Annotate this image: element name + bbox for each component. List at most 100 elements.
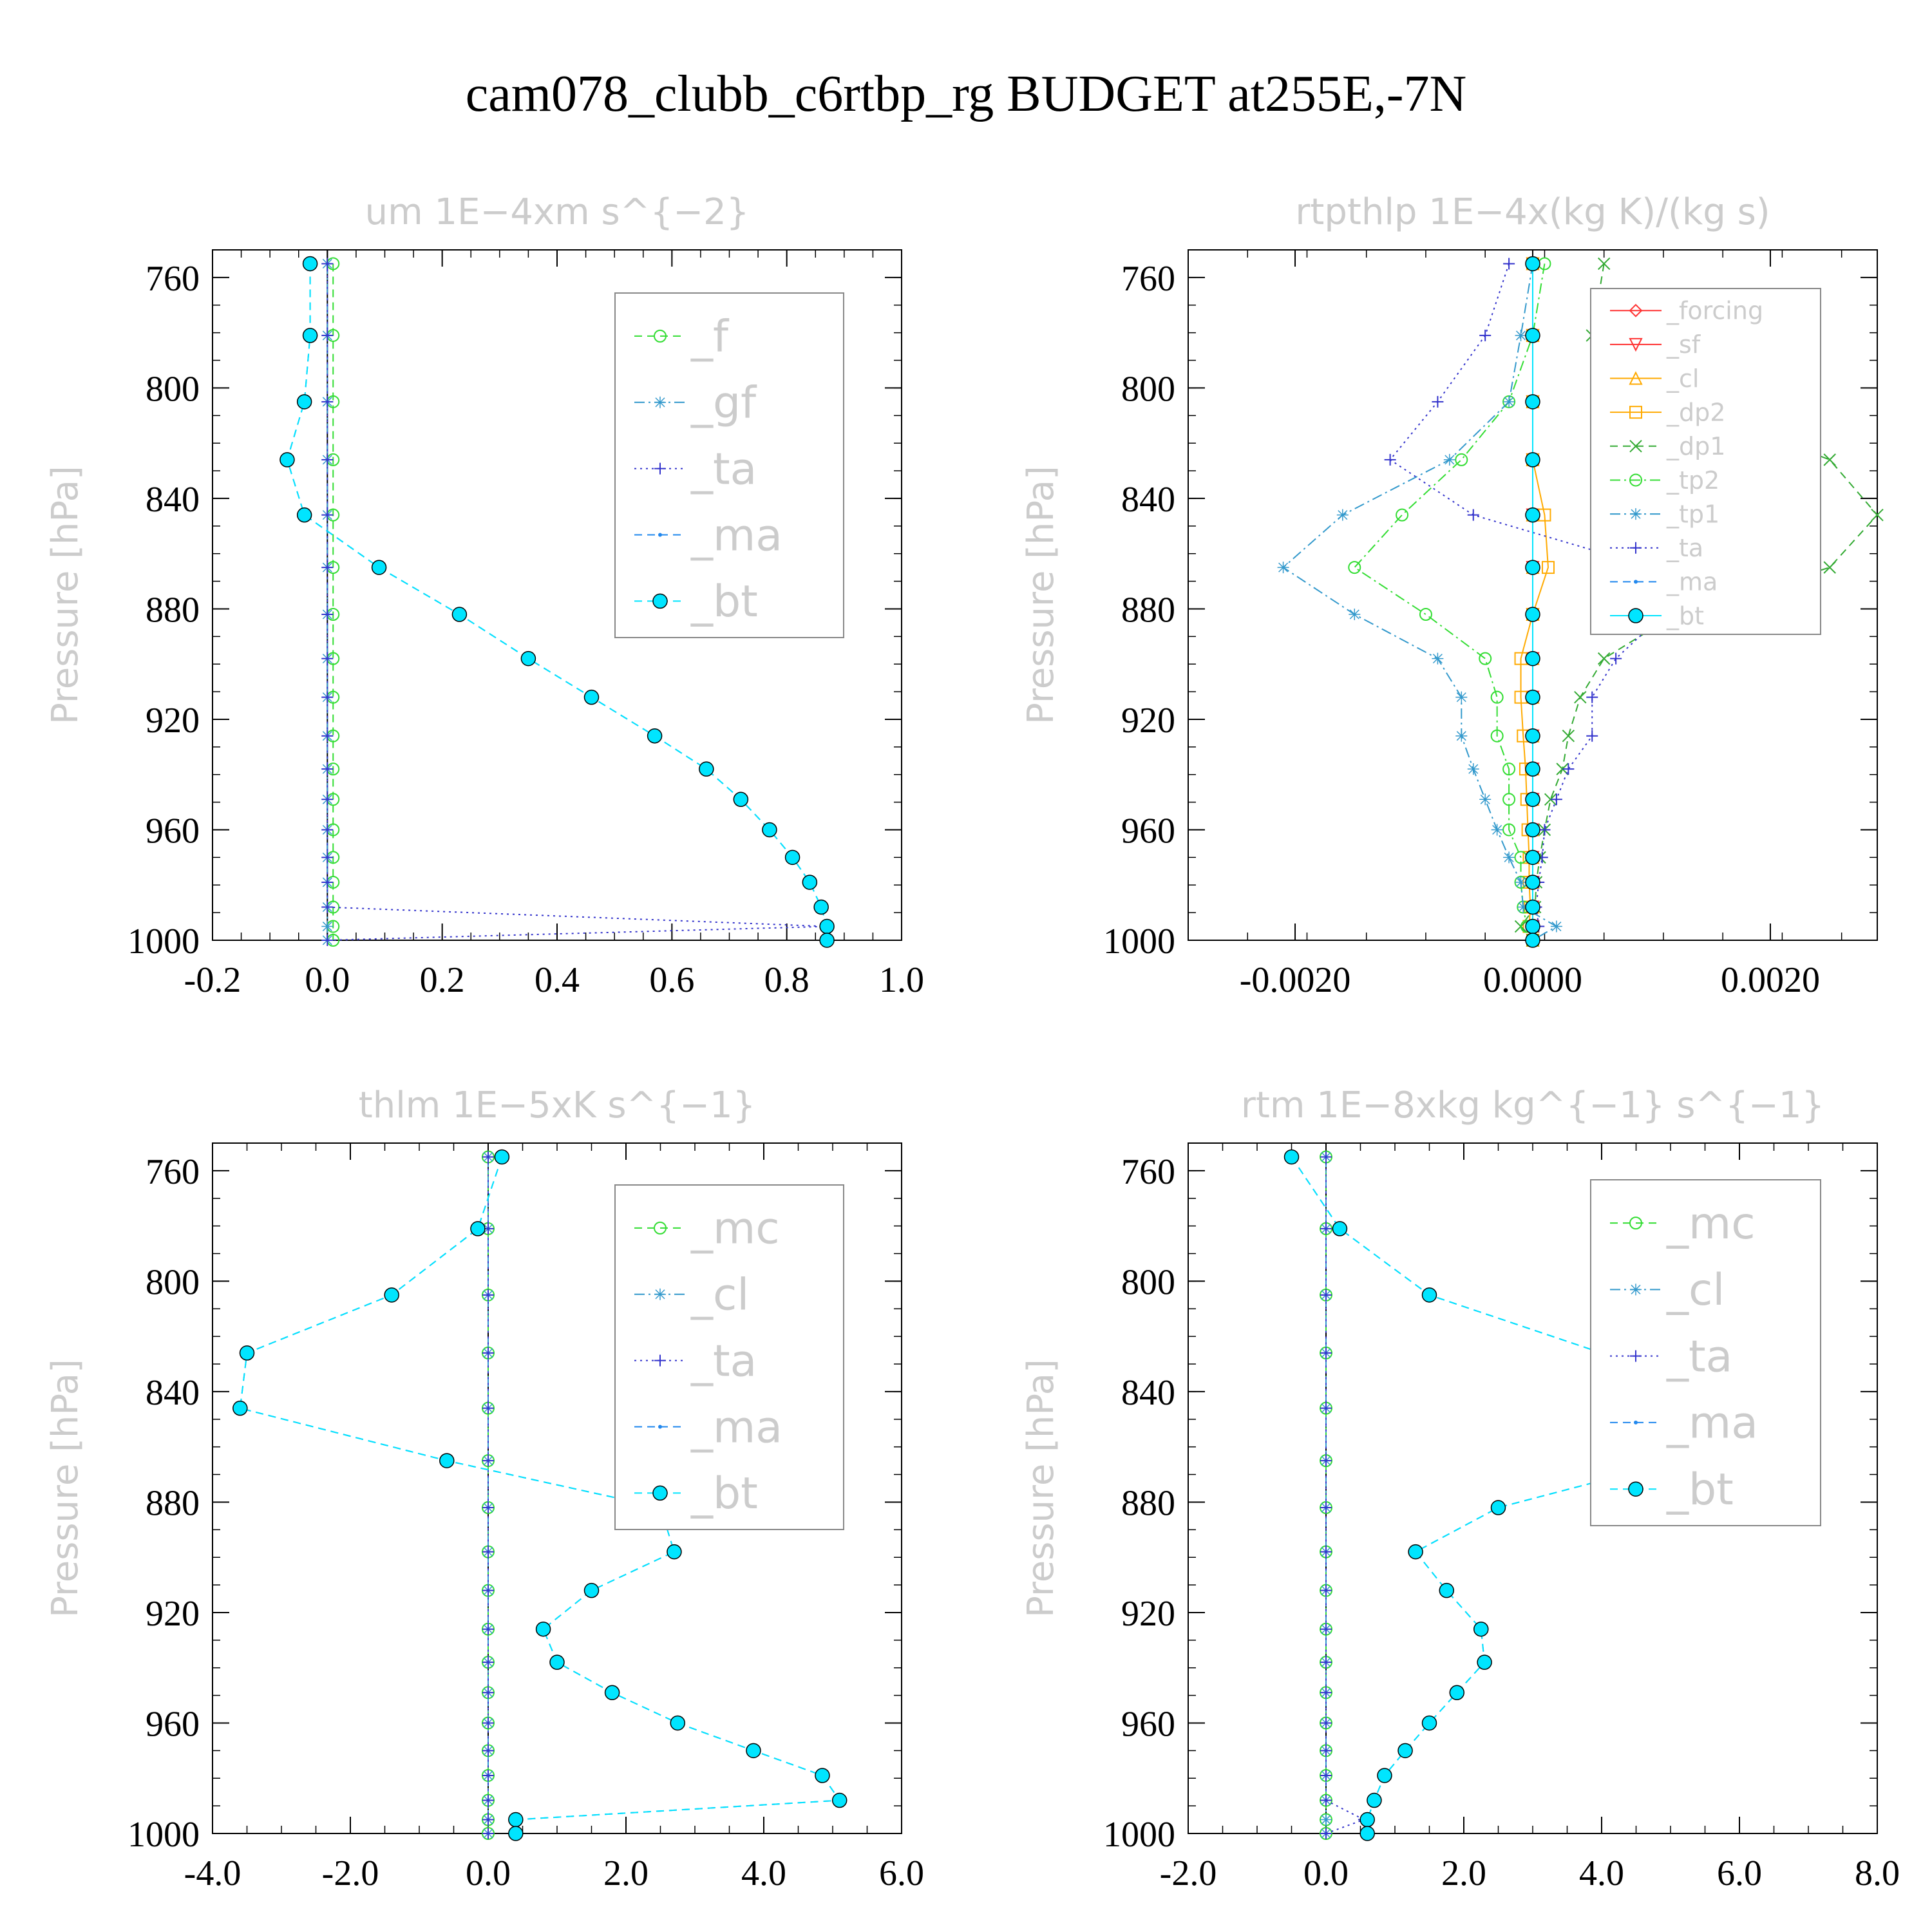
legend-item: _bt [1610, 1464, 1734, 1515]
series-line [1282, 263, 1558, 941]
data-point [371, 560, 387, 575]
legend-marker [654, 1354, 666, 1367]
data-point [321, 258, 334, 270]
legend-marker [1629, 371, 1643, 385]
data-point [321, 652, 334, 665]
data-point [1597, 652, 1611, 665]
legend: _mc _cl _ta _ma _bt [1590, 1179, 1821, 1526]
data-point [1421, 1715, 1437, 1731]
data-point [831, 1792, 848, 1808]
legend-marker [654, 1288, 666, 1300]
panel-rtpthlp: rtpthlp 1E−4x(kg K)/(kg s) Pressure [hPa]… [1020, 191, 1884, 1000]
legend-item: _tp1 [1610, 500, 1719, 528]
y-tick-label: 760 [146, 259, 200, 299]
data-point [494, 1149, 510, 1165]
data-point [321, 934, 334, 946]
legend: _mc _cl _ta _ma _bt [614, 1184, 844, 1530]
legend-label: _ma [690, 1402, 782, 1453]
legend-label: _bt [690, 576, 758, 627]
legend-label: _mc [1666, 1198, 1756, 1249]
data-point [1490, 690, 1504, 704]
legend-label: _gf [690, 378, 757, 429]
legend-item: _f [634, 312, 730, 363]
data-point [482, 1717, 494, 1729]
data-point [482, 1502, 494, 1514]
data-point [583, 1582, 600, 1598]
data-point [762, 822, 777, 838]
x-tick-label: 2.0 [603, 1853, 649, 1893]
data-point [1408, 1544, 1423, 1560]
legend-item: _mc [1610, 1198, 1756, 1249]
legend-label: _ta [690, 444, 757, 495]
legend-marker [1629, 303, 1643, 317]
data-point [1377, 1768, 1392, 1783]
data-point [1336, 509, 1349, 521]
data-point [1541, 561, 1555, 574]
data-point [239, 1345, 255, 1361]
legend-marker [1628, 608, 1643, 623]
data-point [1432, 395, 1444, 408]
y-tick-label: 880 [146, 590, 200, 630]
y-tick-label: 920 [1121, 1594, 1175, 1634]
data-point [1525, 791, 1540, 808]
series-f [327, 257, 340, 947]
data-point [482, 1623, 494, 1635]
data-point [321, 901, 334, 913]
data-point [784, 849, 800, 866]
data-point [1562, 763, 1575, 775]
x-tick-label: 1.0 [879, 960, 924, 1000]
data-point [1597, 257, 1611, 270]
series-tp1 [1277, 258, 1562, 946]
legend-label: _ta [1666, 1331, 1732, 1382]
x-tick-label: 4.0 [741, 1853, 786, 1893]
data-point [1525, 849, 1540, 866]
data-point [482, 1656, 494, 1669]
data-point [482, 1794, 494, 1806]
data-point [1320, 1745, 1332, 1757]
data-point [321, 329, 334, 341]
x-tick-label: -0.2 [184, 960, 242, 1000]
data-point [1455, 730, 1468, 742]
legend-label: _dp2 [1666, 398, 1725, 426]
legend-item: _bt [634, 576, 758, 627]
legend-item: _forcing [1610, 297, 1763, 325]
data-point [1348, 561, 1361, 574]
legend-marker [658, 533, 662, 537]
data-point [321, 509, 334, 521]
data-point [1503, 851, 1515, 864]
y-tick-label: 760 [1121, 1152, 1175, 1192]
legend-marker [652, 1485, 668, 1501]
data-point [1610, 652, 1622, 665]
data-point [1525, 689, 1540, 705]
data-point [1320, 1347, 1332, 1359]
panel-title: rtpthlp 1E−4x(kg K)/(kg s) [1295, 191, 1770, 233]
data-point [813, 899, 829, 915]
legend-marker [658, 1425, 662, 1429]
x-tick-label: 0.2 [420, 960, 465, 1000]
data-point [302, 256, 318, 272]
data-point [482, 1289, 494, 1301]
legend-label: _bt [1666, 1464, 1734, 1515]
data-point [321, 562, 334, 574]
legend-box [614, 1184, 844, 1530]
legend-item: _ma [1610, 568, 1718, 596]
y-tick-label: 880 [1121, 1483, 1175, 1523]
legend-item: _gf [634, 378, 757, 429]
legend-label: _cl [690, 1270, 749, 1321]
data-point [482, 1828, 494, 1839]
data-point [1320, 1502, 1332, 1514]
y-tick-label: 960 [1121, 1704, 1175, 1744]
legend-box [1590, 288, 1821, 635]
legend-marker [1629, 1217, 1642, 1230]
data-point [1823, 561, 1836, 574]
data-point [1359, 1826, 1375, 1841]
data-point [302, 328, 318, 343]
data-point [482, 1814, 494, 1826]
legend-label: _ma [1666, 568, 1718, 596]
x-tick-label: 0.6 [649, 960, 694, 1000]
data-point [1320, 1717, 1332, 1729]
legend-marker [654, 329, 667, 343]
data-point [321, 609, 334, 621]
data-point [1517, 901, 1530, 913]
legend-marker [1629, 440, 1642, 453]
